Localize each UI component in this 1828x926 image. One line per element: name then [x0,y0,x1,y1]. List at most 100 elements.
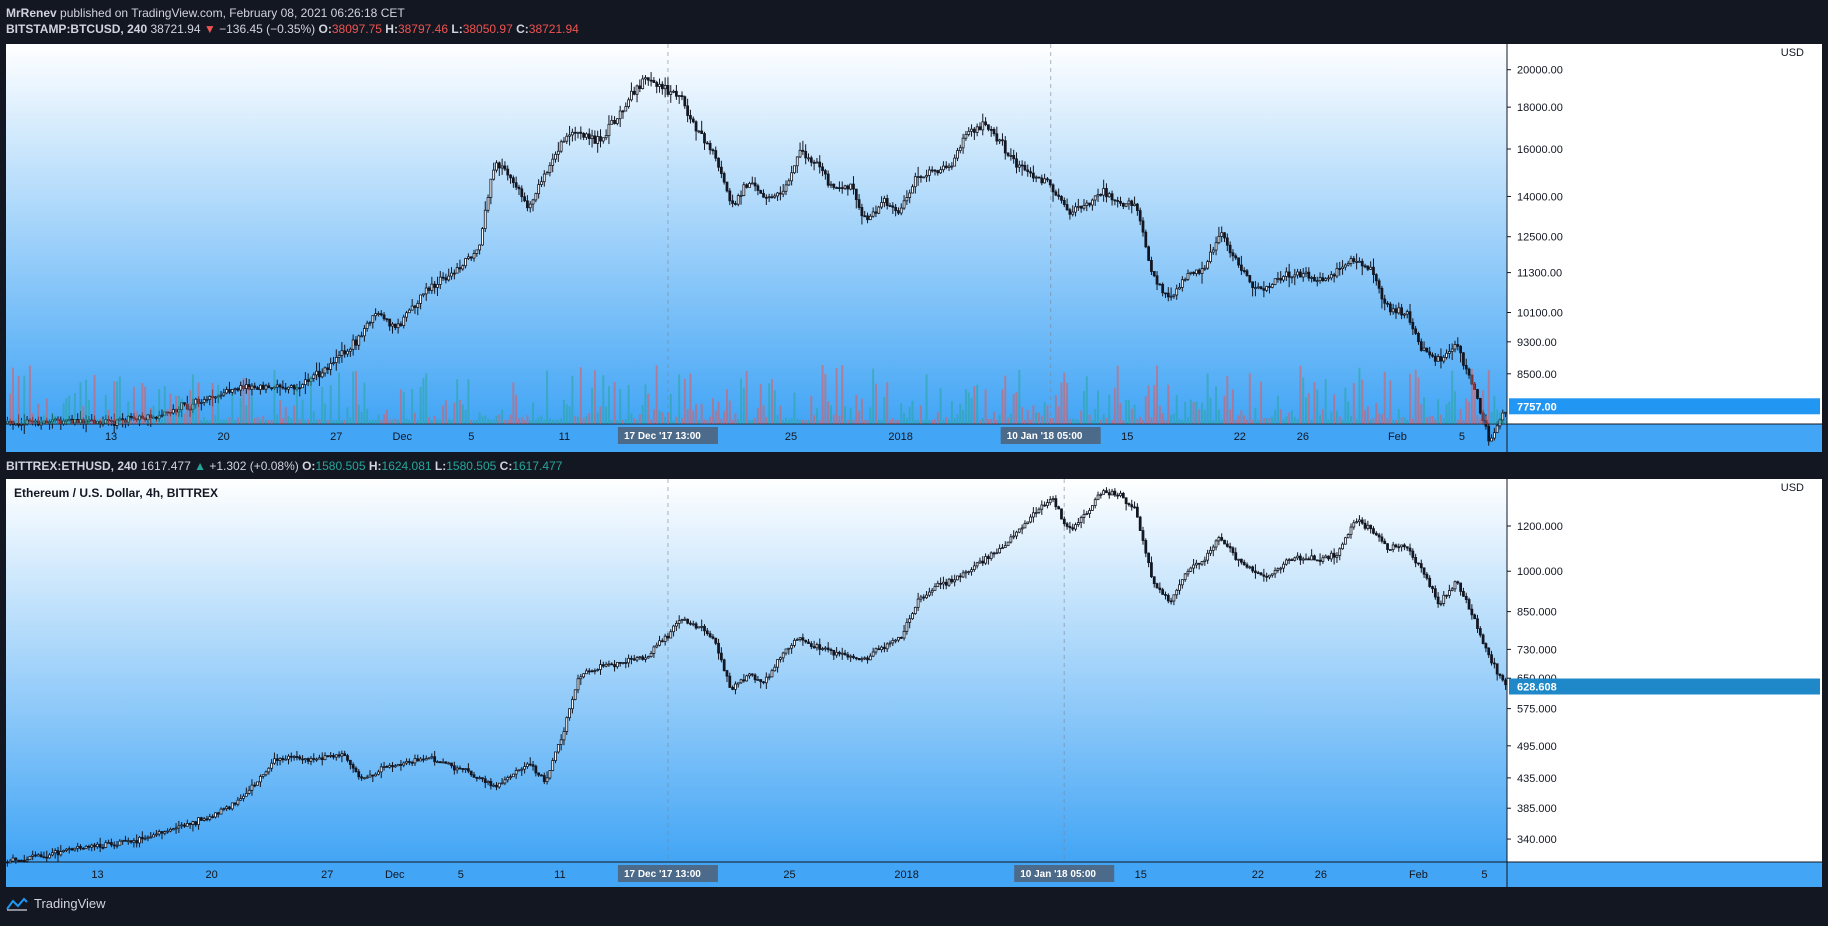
candle-body [1405,311,1409,315]
volume-bar [383,414,386,424]
volume-bar [562,400,565,424]
chart-title: Ethereum / U.S. Dollar, 4h, BITTREX [14,486,218,500]
y-tick-label: 850.000 [1517,607,1557,619]
candle-body [36,854,40,857]
volume-bar [633,418,636,424]
candle-body [677,620,681,624]
volume-bar [9,393,12,424]
btc-chart-panel[interactable]: 20000.00 18000.00 16000.00 14000.00 12500.00… [6,44,1822,452]
volume-bar [1029,419,1032,424]
candle-body [1355,260,1359,263]
eth-close-label: C: [499,459,513,473]
candle-body [705,142,709,145]
candle-body [894,206,898,212]
candle-body [413,305,417,308]
volume-bar [976,384,979,424]
candle-body [843,185,847,189]
candle-body [953,157,957,167]
candle-body [838,187,841,190]
candle-body [1394,544,1398,548]
author-name[interactable]: MrRenev [6,6,57,20]
volume-bar [616,419,619,424]
candle-body [416,758,420,762]
candle-body [166,830,170,833]
volume-bar [978,419,981,424]
candle-body [163,831,167,834]
candle-body [1144,540,1148,554]
volume-bar [683,378,686,424]
btc-chart-svg[interactable]: 20000.0018000.0016000.0014000.0012500.00… [6,44,1822,452]
candle-body [334,754,338,758]
candle-body [1197,269,1201,274]
volume-bar [290,418,293,424]
candle-body [39,854,43,858]
candle-body [171,828,175,831]
candle-body [1189,567,1193,572]
y-axis: 20000.0018000.0016000.0014000.0012500.00… [1507,65,1563,381]
eth-chart-panel[interactable]: 1200.0001000.000850.000730.000650.000575… [6,479,1822,887]
candle-body [770,670,774,678]
candle-body [551,760,555,771]
candle-body [1476,618,1479,629]
candle-body [523,196,526,202]
y-tick-label: 730.000 [1517,644,1557,656]
volume-bar [1417,377,1420,424]
candle-body [719,166,723,174]
volume-bar [1437,399,1440,424]
volume-bar [1172,413,1175,424]
volume-bar [430,419,433,424]
volume-bar [1038,412,1040,424]
time-axis [6,862,1822,887]
volume-bar [810,395,813,424]
candle-body [1501,675,1505,681]
candle-body [781,652,785,659]
candle-body [379,766,383,773]
volume-bar [352,371,355,424]
candle-body [565,135,569,142]
candle-body [1225,543,1229,547]
volume-bar [987,418,990,424]
candle-body [638,85,642,90]
candle-body [225,389,229,394]
candle-body [1248,566,1252,569]
candle-body [469,770,473,776]
candle-body [987,124,990,130]
candle-body [781,190,785,195]
tradingview-footer[interactable]: TradingView [6,896,106,911]
volume-bar [922,419,925,424]
volume-bar [1139,416,1142,424]
volume-bar [146,419,149,424]
volume-bar [236,417,239,424]
volume-bar [1347,401,1350,424]
candle-body [655,644,659,648]
x-tick-label: 13 [105,431,117,443]
volume-bar [405,418,408,424]
eth-symbol[interactable]: BITTREX:ETHUSD, 240 [6,459,138,473]
volume-bar [489,419,492,424]
candle-body [98,843,102,848]
candle-body [1200,561,1204,565]
candle-body [1113,199,1117,202]
volume-bar [1344,387,1347,424]
volume-bar [99,418,102,424]
candle-body [742,679,746,682]
candle-body [1234,552,1238,560]
candle-body [652,646,656,654]
btc-symbol[interactable]: BITSTAMP:BTCUSD, 240 [6,22,148,36]
candle-body [481,228,484,246]
volume-bar [270,419,273,424]
candle-body [180,824,184,827]
candle-body [1478,398,1482,414]
volume-bar [537,416,540,424]
candle-body [422,758,425,761]
candle-body [1313,277,1316,282]
eth-change: +1.302 (+0.08%) [209,459,299,473]
volume-bar [1116,365,1119,424]
volume-bar [737,419,740,424]
candle-body [303,758,307,761]
candle-body [233,802,237,805]
eth-chart-svg[interactable]: 1200.0001000.000850.000730.000650.000575… [6,479,1822,887]
volume-bar [90,419,93,424]
candle-body [1397,546,1401,549]
volume-bar [565,404,568,424]
